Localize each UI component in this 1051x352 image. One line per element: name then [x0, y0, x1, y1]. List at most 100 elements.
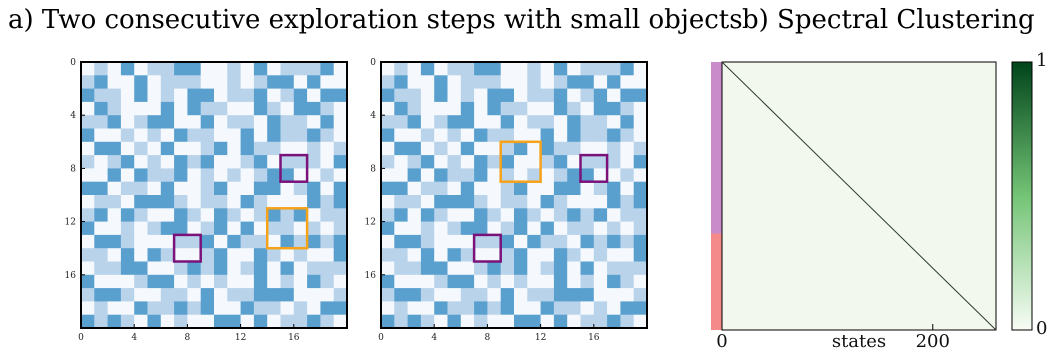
- grid-cell: [407, 274, 422, 289]
- grid-cell: [580, 274, 595, 289]
- grid-cell: [320, 288, 335, 302]
- grid-cell: [307, 195, 321, 209]
- grid-cell: [240, 101, 255, 116]
- grid-cell: [500, 234, 515, 249]
- grid-cell: [307, 62, 321, 76]
- grid-cell: [227, 195, 241, 209]
- grid-cell: [240, 141, 255, 156]
- grid-cell: [553, 75, 568, 89]
- grid-cell: [187, 301, 202, 316]
- grid-cell: [620, 288, 635, 302]
- grid-cell: [527, 155, 541, 169]
- grid-cell: [293, 208, 308, 222]
- grid-cell: [147, 301, 162, 316]
- grid-cell: [134, 248, 148, 262]
- grid-cell: [81, 88, 95, 103]
- grid-cell: [607, 168, 621, 183]
- grid-cell: [474, 261, 488, 276]
- grid-cell: [607, 234, 621, 249]
- grid-cell: [633, 248, 648, 262]
- grid-cell: [500, 141, 515, 156]
- grid-cell: [227, 75, 241, 89]
- grid-cell: [227, 101, 241, 116]
- grid-cell: [407, 62, 422, 76]
- grid-cell: [474, 221, 488, 236]
- grid-cell: [293, 181, 308, 196]
- grid-cell: [381, 301, 395, 316]
- grid-cell: [200, 141, 215, 156]
- grid-cell: [320, 234, 335, 249]
- grid-cell: [593, 141, 608, 156]
- grid-cell: [94, 181, 108, 196]
- grid-cell: [381, 195, 395, 209]
- grid-cell: [633, 101, 648, 116]
- grid-cell: [447, 208, 462, 222]
- grid-cell: [307, 221, 321, 236]
- grid-cell: [540, 62, 555, 76]
- grid-cell: [633, 181, 648, 196]
- grid-cell: [407, 181, 422, 196]
- grid-cell: [187, 208, 202, 222]
- grid-cell: [394, 274, 408, 289]
- grid-cell: [200, 75, 215, 89]
- grid-cell: [94, 88, 108, 103]
- grid-cell: [540, 195, 555, 209]
- grid-cell: [381, 115, 395, 129]
- grid-cell: [174, 88, 188, 103]
- grid-cell: [447, 115, 462, 129]
- grid-cell: [200, 88, 215, 103]
- grid-cell: [253, 141, 268, 156]
- grid-cell: [500, 208, 515, 222]
- grid-cell: [381, 141, 395, 156]
- grid-cell: [227, 181, 241, 196]
- grid-cell: [620, 155, 635, 169]
- grid-cell: [333, 301, 348, 316]
- grid-cell: [240, 208, 255, 222]
- grid-cell: [307, 261, 321, 276]
- grid-cell: [187, 274, 202, 289]
- grid-cell: [320, 155, 335, 169]
- grid-cell: [333, 195, 348, 209]
- grid-cell: [553, 88, 568, 103]
- grid-cell: [420, 168, 435, 183]
- grid-cell: [147, 288, 162, 302]
- grid-cell: [381, 274, 395, 289]
- grid-cell: [160, 155, 175, 169]
- grid-cell: [293, 115, 308, 129]
- grid-cell: [134, 234, 148, 249]
- grid-cell: [434, 128, 448, 143]
- grid-cell: [514, 168, 528, 183]
- grid-cell: [280, 314, 295, 329]
- grid-cell: [593, 168, 608, 183]
- grid-cell: [214, 141, 228, 156]
- grid-cell: [381, 168, 395, 183]
- grid-cell: [593, 128, 608, 143]
- grid-cell: [240, 314, 255, 329]
- grid-cell: [394, 62, 408, 76]
- grid-cell: [240, 88, 255, 103]
- grid-cell: [81, 195, 95, 209]
- grid-cell: [434, 301, 448, 316]
- grid-cell: [160, 234, 175, 249]
- grid-cell: [253, 101, 268, 116]
- grid-cell: [607, 88, 621, 103]
- grid-cell: [474, 274, 488, 289]
- grid-cell: [94, 62, 108, 76]
- grid-cell: [107, 314, 122, 329]
- grid-cell: [420, 128, 435, 143]
- grid-cell: [593, 234, 608, 249]
- grid-cell: [147, 181, 162, 196]
- grid-cell: [253, 261, 268, 276]
- grid-cell: [407, 314, 422, 329]
- grid-cell: [407, 168, 422, 183]
- grid-cell: [200, 101, 215, 116]
- grid-cell: [514, 75, 528, 89]
- grid-cell: [447, 75, 462, 89]
- grid-cell: [474, 141, 488, 156]
- grid-cell: [307, 208, 321, 222]
- grid-cell: [174, 301, 188, 316]
- grid-cell: [580, 75, 595, 89]
- grid-cell: [320, 274, 335, 289]
- grid-cell: [540, 101, 555, 116]
- grid-cell: [447, 221, 462, 236]
